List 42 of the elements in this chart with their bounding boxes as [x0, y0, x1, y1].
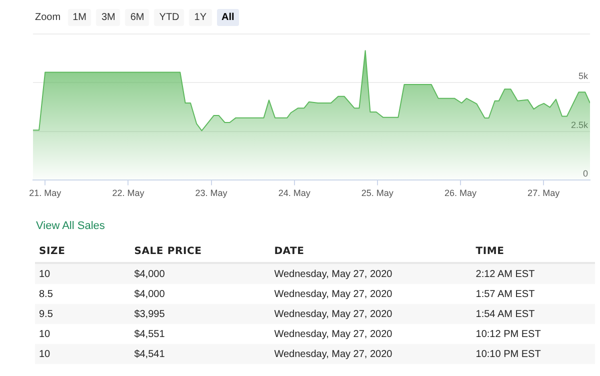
text: 2:12 AM EST: [472, 263, 595, 284]
text: 10: [35, 263, 130, 284]
text: TIME: [472, 240, 595, 263]
text: 10:10 PM EST: [472, 344, 595, 364]
x-tick-label: 21. May: [29, 188, 62, 198]
text: View All Sales: [36, 220, 105, 232]
text: 1Y: [189, 9, 212, 26]
text: $4,551: [133, 328, 166, 342]
text: DATE: [270, 240, 472, 263]
text: 6M: [125, 9, 150, 26]
x-tick-label: 25. May: [361, 188, 394, 198]
text: SALE PRICE: [130, 240, 270, 263]
text: Wednesday, May 27, 2020: [270, 263, 472, 284]
text: 8.5: [38, 288, 54, 302]
x-tick-label: 22. May: [112, 188, 145, 198]
text: Zoom: [34, 11, 62, 25]
text: 10:12 PM EST: [474, 328, 542, 342]
text: $4,541: [130, 344, 270, 364]
text: All: [216, 9, 240, 26]
text: SIZE: [35, 240, 130, 263]
y-tick-label: 2.5k: [570, 120, 588, 130]
text: 9.5: [35, 304, 130, 324]
text: 1M: [68, 9, 92, 26]
text: 1:57 AM EST: [474, 288, 536, 302]
text: Wednesday, May 27, 2020: [270, 344, 472, 364]
text: $4,000: [130, 263, 270, 284]
text: Wednesday, May 27, 2020: [273, 328, 394, 342]
text: 10: [35, 344, 130, 364]
text: 10: [38, 328, 52, 342]
x-tick-label: 26. May: [444, 188, 477, 198]
text: Wednesday, May 27, 2020: [273, 288, 394, 302]
text: $4,000: [133, 288, 166, 302]
text: $3,995: [130, 304, 270, 324]
text: 1:54 AM EST: [472, 304, 595, 324]
y-tick-label: 5k: [578, 71, 588, 82]
text: Wednesday, May 27, 2020: [270, 304, 472, 324]
x-tick-label: 24. May: [278, 188, 311, 198]
text: YTD: [154, 9, 184, 26]
y-tick-label: 0: [582, 168, 588, 179]
text: 3M: [96, 9, 120, 26]
x-tick-label: 23. May: [195, 188, 228, 198]
x-tick-label: 27. May: [528, 188, 560, 198]
